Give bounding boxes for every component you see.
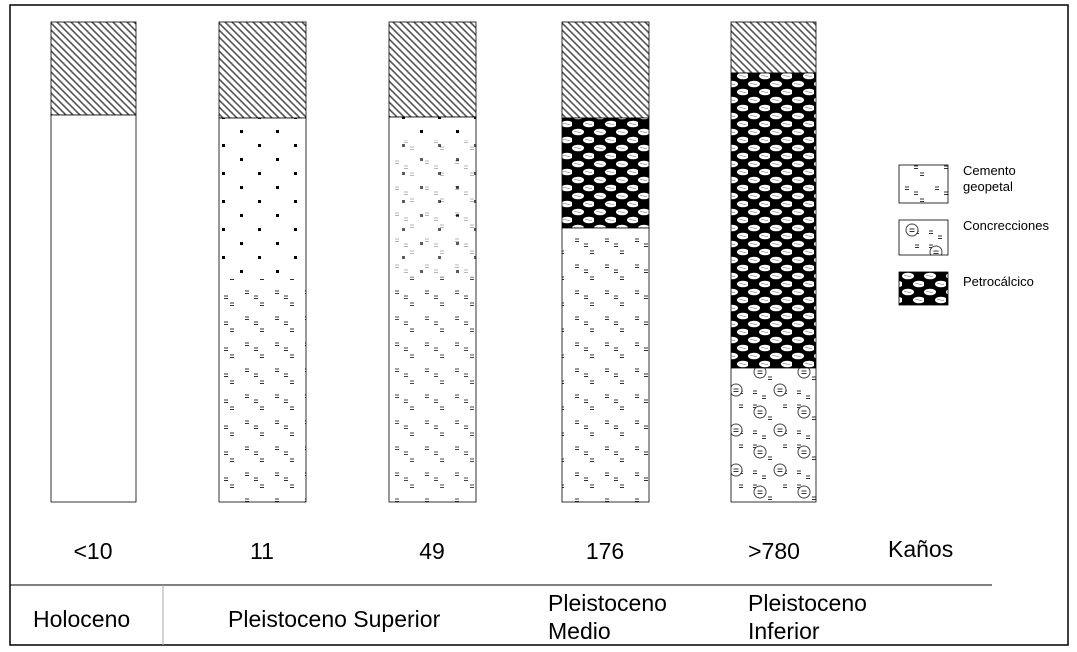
- label: geopetal: [963, 179, 1013, 194]
- column-3: [388, 21, 477, 503]
- column-5: [730, 21, 817, 503]
- legend-swatch: [898, 164, 949, 204]
- age-label: <10: [73, 538, 112, 564]
- column-2: [218, 21, 307, 503]
- column-4: [561, 21, 650, 503]
- legend-swatch: [898, 271, 949, 306]
- epochs: Holoceno Pleistoceno SuperiorPleistocenoM…: [33, 590, 867, 644]
- frame: [9, 4, 1069, 646]
- ages: <10 11 49 176 >780 Kaños: [73, 536, 953, 564]
- age-label: 49: [419, 538, 445, 564]
- label: Inferior: [748, 618, 820, 644]
- age-unit: Kaños: [888, 536, 953, 562]
- label: Pleistoceno: [548, 590, 667, 616]
- label: Pleistoceno Superior: [228, 606, 441, 632]
- label: Petrocálcico: [963, 274, 1034, 289]
- label: Cemento: [963, 163, 1016, 178]
- age-label: >780: [748, 538, 800, 564]
- label: Pleistoceno: [748, 590, 867, 616]
- legend-swatch: [898, 219, 949, 256]
- column-1: [50, 21, 137, 503]
- label: Medio: [548, 618, 611, 644]
- age-label: 176: [586, 538, 624, 564]
- label: Holoceno: [33, 606, 130, 632]
- label: Concrecciones: [963, 218, 1049, 233]
- age-label: 11: [250, 538, 274, 564]
